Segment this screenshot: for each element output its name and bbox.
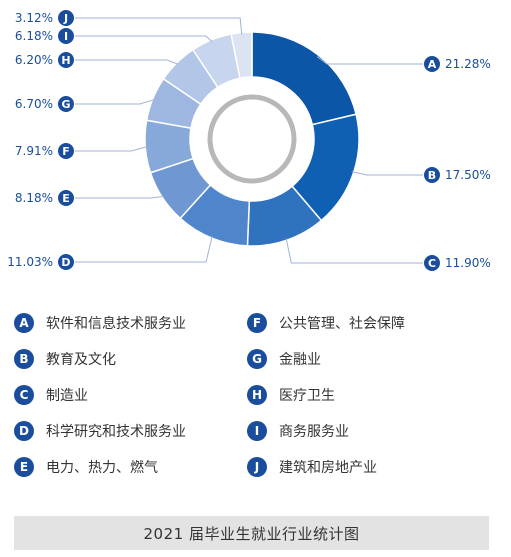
legend-badge-c: C: [14, 385, 34, 405]
legend-badge-a: A: [14, 313, 34, 333]
leader-line-e: [75, 195, 165, 199]
badge-letter-a: A: [428, 58, 437, 71]
legend-badge-g: G: [247, 349, 267, 369]
value-label-e: 8.18%: [15, 191, 53, 205]
legend: A 软件和信息技术服务业 F 公共管理、社会保障 B 教育及文化 G 金融业 C 制造业 …: [14, 312, 494, 478]
badge-letter-e: E: [62, 192, 70, 205]
badge-d: [58, 254, 74, 270]
chart-title: 2021 届毕业生就业行业统计图: [143, 524, 360, 543]
leader-line-c: [285, 238, 423, 264]
legend-badge-f: F: [247, 313, 267, 333]
legend-label-c: 制造业: [46, 388, 88, 404]
value-label-g: 6.70%: [15, 97, 53, 111]
legend-item-d: D 科学研究和技术服务业: [14, 420, 247, 442]
legend-item-b: B 教育及文化: [14, 348, 247, 370]
leader-line-h: [75, 59, 179, 65]
legend-item-j: J 建筑和房地产业: [247, 456, 487, 478]
legend-badge-d: D: [14, 421, 34, 441]
value-label-f: 7.91%: [15, 144, 53, 158]
badge-h: [58, 52, 74, 68]
leader-line-b: [351, 171, 423, 176]
legend-label-f: 公共管理、社会保障: [279, 316, 405, 332]
legend-badge-e: E: [14, 457, 34, 477]
legend-item-i: I 商务服务业: [247, 420, 487, 442]
leader-line-d: [75, 236, 213, 263]
leader-line-j: [75, 17, 243, 35]
legend-item-h: H 医疗卫生: [247, 384, 487, 406]
slice-j: [230, 31, 253, 80]
leader-line-f: [75, 146, 148, 152]
legend-badge-j: J: [247, 457, 267, 477]
badge-f: [58, 143, 74, 159]
legend-label-e: 电力、热力、燃气: [46, 460, 158, 476]
legend-label-h: 医疗卫生: [279, 388, 335, 404]
value-label-b: 17.50%: [445, 168, 491, 182]
legend-label-j: 建筑和房地产业: [279, 460, 377, 476]
legend-label-g: 金融业: [279, 352, 321, 368]
chart-title-bar: 2021 届毕业生就业行业统计图: [14, 516, 489, 550]
badge-letter-b: B: [428, 169, 436, 182]
legend-badge-b: B: [14, 349, 34, 369]
value-label-a: 21.28%: [445, 57, 491, 71]
legend-item-c: C 制造业: [14, 384, 247, 406]
legend-label-b: 教育及文化: [46, 352, 116, 368]
donut-chart: A 21.28% B 17.50% C 11.90% D 11.03% E 8.18% F 7.91%…: [7, 10, 491, 271]
legend-item-g: G 金融业: [247, 348, 487, 370]
leader-line-i: [75, 35, 213, 43]
legend-label-d: 科学研究和技术服务业: [46, 424, 186, 440]
badge-letter-h: H: [61, 54, 70, 67]
badge-letter-f: F: [62, 145, 70, 158]
legend-label-i: 商务服务业: [279, 424, 349, 440]
badge-a: [424, 56, 440, 72]
badge-e: [58, 190, 74, 206]
badge-b: [424, 167, 440, 183]
value-label-j: 3.12%: [15, 11, 53, 25]
badge-g: [58, 96, 74, 112]
legend-item-f: F 公共管理、社会保障: [247, 312, 487, 334]
badge-c: [424, 255, 440, 271]
legend-badge-i: I: [247, 421, 267, 441]
legend-label-a: 软件和信息技术服务业: [46, 316, 186, 332]
value-label-c: 11.90%: [445, 256, 491, 270]
badge-i: [58, 28, 74, 44]
badge-j: [58, 10, 74, 26]
legend-item-a: A 软件和信息技术服务业: [14, 312, 247, 334]
value-label-d: 11.03%: [7, 255, 53, 269]
leader-line-a: [316, 56, 423, 65]
inner-ring: [207, 94, 297, 184]
value-label-i: 6.18%: [15, 29, 53, 43]
badge-letter-g: G: [61, 98, 70, 111]
badge-letter-d: D: [61, 256, 70, 269]
badge-letter-c: C: [428, 257, 436, 270]
badge-letter-i: I: [64, 30, 68, 43]
legend-badge-h: H: [247, 385, 267, 405]
legend-item-e: E 电力、热力、燃气: [14, 456, 247, 478]
leader-line-g: [75, 98, 155, 105]
badge-letter-j: J: [63, 12, 68, 25]
value-label-h: 6.20%: [15, 53, 53, 67]
